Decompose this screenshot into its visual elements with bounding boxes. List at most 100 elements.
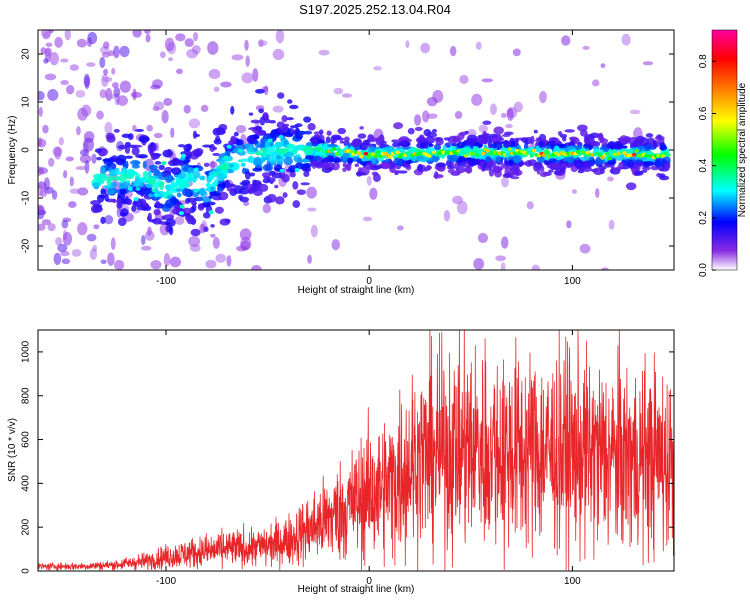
spectrogram-speckle bbox=[210, 233, 216, 238]
spectrogram-ridge-cell bbox=[562, 157, 569, 162]
spectrogram-ridge-cell bbox=[155, 200, 161, 209]
spectrogram-speckle bbox=[205, 259, 217, 269]
spectrogram-speckle bbox=[113, 87, 121, 98]
spectrogram-ridge-cell bbox=[262, 163, 274, 172]
x-tick-label: 100 bbox=[564, 576, 581, 587]
spectrogram-ridge-cell bbox=[287, 99, 293, 104]
spectrogram-speckle bbox=[621, 33, 631, 46]
spectrogram-bright-spot bbox=[278, 134, 284, 139]
colorbar-tick-label: 0.4 bbox=[698, 158, 709, 172]
spectrogram-ridge-cell bbox=[150, 168, 160, 174]
spectrogram-speckle bbox=[413, 114, 422, 126]
spectrogram-ridge-cell bbox=[547, 140, 556, 145]
spectrogram-ridge-cell bbox=[659, 168, 669, 172]
spectrogram-ridge-cell bbox=[210, 223, 215, 228]
spectrogram-ridge-cell bbox=[90, 204, 100, 214]
spectrogram-core-cell bbox=[544, 151, 549, 156]
spectrogram-speckle bbox=[432, 89, 444, 103]
spectrogram-bright-spot bbox=[279, 168, 285, 173]
spectrogram-speckle bbox=[43, 58, 49, 64]
spectrogram-speckle bbox=[188, 118, 201, 129]
spectrogram-speckle bbox=[76, 126, 81, 136]
spectrogram-ridge-cell bbox=[183, 143, 192, 153]
spectrogram-ridge-cell bbox=[254, 125, 263, 132]
spectrogram-ridge-cell bbox=[131, 164, 140, 169]
spectrogram-ridge-cell bbox=[193, 171, 201, 179]
spectrogram-speckle bbox=[113, 259, 125, 270]
spectrogram-core-cell bbox=[505, 153, 510, 157]
spectrogram-speckle bbox=[582, 45, 590, 50]
spectrogram-ridge-cell bbox=[456, 138, 462, 143]
spectrogram-core-cell bbox=[597, 153, 603, 158]
spectrogram-bright-spot bbox=[240, 162, 246, 167]
spectrogram-core-cell bbox=[473, 149, 478, 154]
spectrogram-speckle bbox=[44, 47, 53, 57]
spectrogram-ridge-cell bbox=[428, 143, 434, 147]
spectrogram-speckle bbox=[42, 31, 51, 39]
spectrogram-bright-spot bbox=[205, 182, 211, 187]
spectrogram-core-cell bbox=[436, 151, 442, 156]
spectrogram-ridge-cell bbox=[119, 188, 127, 195]
spectrogram-ridge-cell bbox=[203, 162, 210, 168]
spectrogram-ridge-cell bbox=[446, 154, 458, 162]
spectrogram-ridge-cell bbox=[580, 129, 588, 137]
spectrogram-speckle bbox=[38, 106, 43, 118]
spectrogram-ridge-cell bbox=[434, 143, 442, 151]
snr-y-ticks: 0 200 400 600 800 1000 bbox=[21, 340, 674, 574]
spectrogram-speckle bbox=[471, 93, 483, 106]
spectrogram-speckle bbox=[150, 260, 162, 270]
spectrogram-speckle bbox=[96, 110, 104, 120]
spectrogram-bright-spot bbox=[226, 144, 232, 149]
spectrogram-speckle bbox=[212, 236, 220, 249]
spectrogram-ridge-cell bbox=[346, 157, 354, 164]
spectrogram-speckle bbox=[153, 101, 165, 111]
spectrogram-speckle bbox=[608, 219, 615, 230]
spectrogram-ridge-cell bbox=[264, 140, 271, 149]
spectrogram-speckle bbox=[191, 44, 201, 55]
spectrogram-ridge-cell bbox=[355, 171, 367, 176]
spectrogram-ridge-cell bbox=[100, 166, 106, 175]
y-tick-label: 1000 bbox=[21, 340, 32, 363]
spectrogram-ridge-cell bbox=[615, 166, 621, 171]
spectrogram-speckle bbox=[112, 82, 119, 89]
spectrogram-speckle bbox=[454, 110, 463, 120]
spectrogram-ridge-cell bbox=[599, 138, 609, 144]
spectrogram-speckle bbox=[57, 243, 68, 253]
spectrogram-speckle bbox=[501, 176, 509, 188]
spectrogram-speckle bbox=[607, 176, 614, 182]
spectrogram-ridge-cell bbox=[377, 135, 385, 142]
spectrogram-ridge-cell bbox=[171, 167, 182, 175]
spectrogram-speckle bbox=[208, 68, 221, 80]
spectrogram-speckle bbox=[566, 220, 572, 229]
spectrogram-ridge-cell bbox=[176, 192, 182, 198]
spectrogram-ridge-cell bbox=[252, 179, 257, 184]
spectrogram-ridge-cell bbox=[606, 160, 616, 165]
snr-frame bbox=[37, 329, 675, 572]
spectrogram-ridge-cell bbox=[536, 165, 541, 175]
spectrogram-speckle bbox=[160, 51, 166, 59]
spectrogram-speckle bbox=[373, 66, 382, 71]
spectrogram-ridge-cell bbox=[145, 183, 154, 189]
spectrogram-ridge-cell bbox=[225, 150, 231, 158]
spectrogram-speckle bbox=[102, 76, 113, 83]
spectrogram-speckle bbox=[272, 48, 285, 61]
spectrogram-speckle bbox=[119, 45, 130, 58]
spectrogram-speckle bbox=[66, 84, 75, 95]
spectrogram-speckle bbox=[145, 34, 151, 43]
spectrogram-speckle bbox=[76, 38, 87, 48]
spectrogram-ridge-cell bbox=[485, 155, 491, 163]
y-tick-label: 400 bbox=[21, 475, 32, 492]
spectrogram-core-cell bbox=[334, 152, 339, 156]
spectrogram-ridge-cell bbox=[495, 156, 502, 163]
spectrogram-core-cell bbox=[363, 151, 369, 156]
spectrogram-ridge-cell bbox=[143, 190, 152, 195]
spectrogram-speckle bbox=[105, 93, 117, 100]
spectrogram-ridge-cell bbox=[283, 157, 294, 166]
spectrogram-ridge-cell bbox=[550, 162, 557, 170]
spectrogram-image bbox=[38, 30, 671, 270]
spectrogram-ridge-cell bbox=[165, 218, 176, 227]
spectrogram-speckle bbox=[153, 132, 163, 139]
spectrogram-ridge-cell bbox=[268, 119, 277, 124]
spectrogram-speckle bbox=[449, 45, 457, 57]
